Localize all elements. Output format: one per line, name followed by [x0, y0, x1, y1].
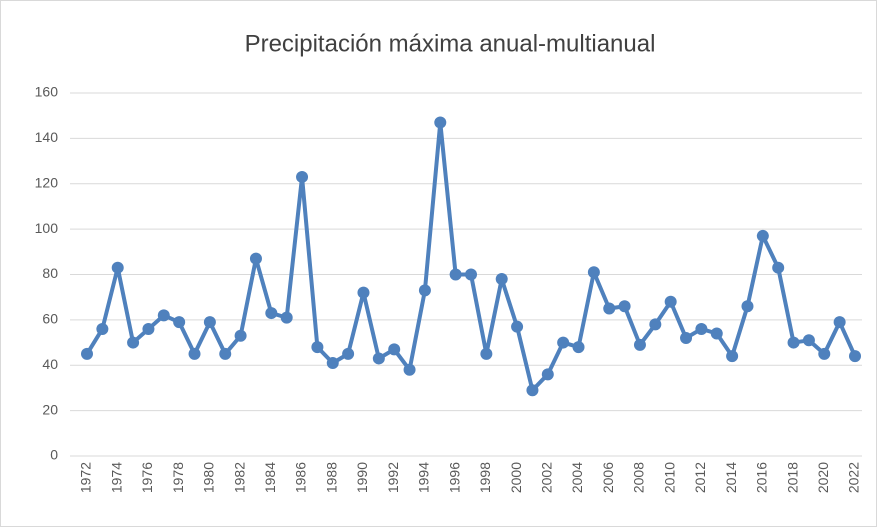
- marker: [772, 261, 785, 274]
- marker: [157, 309, 170, 322]
- marker: [557, 336, 570, 349]
- marker: [802, 334, 815, 347]
- y-tick-label: 20: [42, 401, 58, 417]
- x-tick-label: 1986: [293, 462, 309, 493]
- marker: [849, 350, 861, 363]
- marker: [326, 356, 339, 369]
- marker: [311, 341, 324, 354]
- x-tick-label: 2014: [723, 462, 739, 493]
- chart-title: Precipitación máxima anual-multianual: [245, 30, 656, 57]
- marker: [173, 316, 186, 329]
- x-tick-label: 2018: [784, 462, 800, 493]
- x-tick-label: 1980: [201, 462, 217, 493]
- y-tick-label: 160: [35, 84, 59, 100]
- x-tick-label: 2004: [569, 462, 585, 493]
- x-tick-label: 2006: [600, 462, 616, 493]
- marker: [603, 302, 616, 315]
- x-tick-label: 1992: [385, 462, 401, 493]
- marker: [296, 170, 309, 183]
- marker: [342, 347, 355, 360]
- y-tick-label: 140: [35, 129, 59, 145]
- marker: [572, 341, 585, 354]
- marker: [511, 320, 524, 333]
- x-tick-label: 1978: [170, 462, 186, 493]
- x-tick-label: 1982: [231, 462, 247, 493]
- marker: [833, 316, 846, 329]
- marker: [203, 316, 216, 329]
- x-tick-label: 1972: [78, 462, 94, 493]
- x-tick-label: 2022: [846, 462, 862, 493]
- marker: [434, 116, 447, 129]
- marker: [680, 332, 693, 345]
- y-tick-label: 40: [42, 356, 58, 372]
- marker: [388, 343, 401, 356]
- marker: [695, 322, 708, 335]
- marker: [726, 350, 739, 363]
- marker: [142, 322, 155, 335]
- marker: [649, 318, 662, 331]
- marker: [249, 252, 262, 265]
- marker: [81, 347, 93, 360]
- y-tick-label: 60: [42, 311, 58, 327]
- marker: [526, 384, 539, 397]
- marker: [633, 338, 646, 351]
- marker: [587, 266, 600, 279]
- marker: [618, 300, 631, 313]
- marker: [96, 322, 109, 335]
- y-tick-label: 80: [42, 265, 58, 281]
- x-tick-label: 2012: [692, 462, 708, 493]
- marker: [787, 336, 800, 349]
- x-tick-label: 2016: [754, 462, 770, 493]
- marker: [449, 268, 462, 281]
- marker: [756, 229, 769, 242]
- marker: [357, 286, 370, 299]
- y-tick-label: 100: [35, 220, 59, 236]
- x-tick-label: 1990: [354, 462, 370, 493]
- marker: [280, 311, 293, 324]
- marker: [372, 352, 385, 365]
- marker: [741, 300, 754, 313]
- marker: [234, 329, 247, 342]
- x-tick-label: 2000: [508, 462, 524, 493]
- marker: [465, 268, 477, 281]
- marker: [418, 284, 431, 297]
- x-tick-label: 1976: [139, 462, 155, 493]
- marker: [664, 295, 677, 308]
- marker: [710, 327, 723, 340]
- marker: [818, 347, 831, 360]
- x-tick-label: 2010: [661, 462, 677, 493]
- x-tick-label: 1988: [323, 462, 339, 493]
- marker: [127, 336, 140, 349]
- x-tick-label: 2008: [631, 462, 647, 493]
- x-tick-label: 1998: [477, 462, 493, 493]
- marker: [265, 307, 278, 320]
- marker: [219, 347, 232, 360]
- x-tick-label: 1994: [416, 462, 432, 493]
- marker: [188, 347, 201, 360]
- marker: [541, 368, 554, 381]
- y-tick-label: 120: [35, 174, 59, 190]
- y-tick-label: 0: [50, 447, 58, 463]
- x-tick-label: 1984: [262, 462, 278, 493]
- marker: [495, 273, 508, 286]
- marker: [111, 261, 124, 274]
- marker: [403, 363, 416, 376]
- x-tick-label: 1996: [446, 462, 462, 493]
- marker: [480, 347, 493, 360]
- x-tick-label: 1974: [108, 462, 124, 493]
- x-tick-label: 2020: [815, 462, 831, 493]
- x-tick-label: 2002: [539, 462, 555, 493]
